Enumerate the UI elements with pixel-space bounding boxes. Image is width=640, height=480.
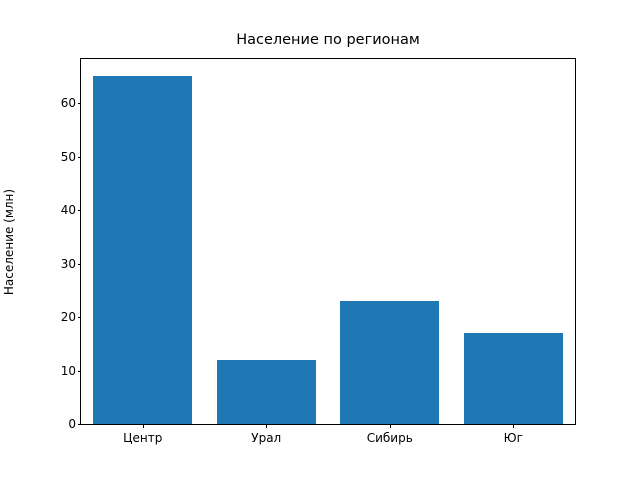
y-tick-label: 10 [60, 363, 76, 378]
y-tick-mark [77, 424, 81, 425]
y-tick-label: 40 [60, 203, 76, 218]
x-tick-label: Урал [251, 431, 282, 445]
y-tick-label: 20 [60, 310, 76, 325]
x-tick-mark [389, 424, 391, 428]
y-tick-label: 50 [60, 149, 76, 164]
y-tick-mark [77, 370, 81, 372]
y-tick-mark [77, 263, 81, 265]
x-tick-mark [266, 424, 268, 428]
x-tick-label: Юг [503, 431, 523, 445]
x-tick-label: Центр [123, 431, 163, 445]
y-tick-label: 0 [68, 417, 76, 431]
y-axis-label: Население (млн) [0, 58, 18, 425]
y-tick-mark [77, 210, 81, 212]
y-tick-label: 60 [60, 96, 76, 111]
bar [463, 333, 563, 424]
y-axis-label-text: Население (млн) [2, 188, 16, 295]
bar [216, 359, 316, 424]
x-tick-mark [513, 424, 515, 428]
y-tick-mark [77, 103, 81, 105]
bar [93, 76, 193, 424]
x-tick-label: Сибирь [366, 431, 413, 445]
chart-title: Население по регионам [236, 32, 420, 48]
y-tick-mark [77, 156, 81, 158]
plot-axes: 0 10 20 30 40 50 60 Центр Урал Сибирь Юг [61, 58, 576, 445]
bar [340, 301, 440, 424]
y-tick-mark [77, 317, 81, 319]
plot-area [81, 59, 575, 424]
y-tick-label: 30 [60, 256, 76, 271]
x-tick-mark [142, 424, 144, 428]
